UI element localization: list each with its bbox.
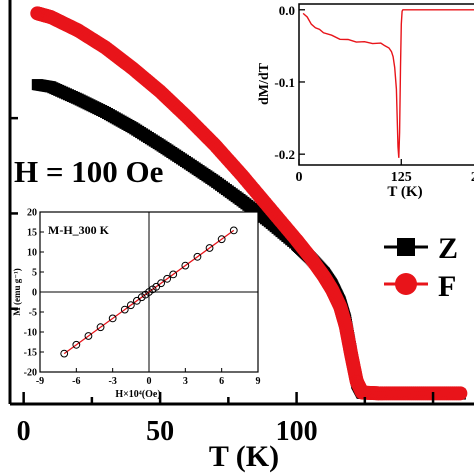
mh-y-tick-label: 0 <box>32 288 37 299</box>
mh-point <box>120 305 129 314</box>
mh-point <box>193 252 202 261</box>
main-x-tick-label: 50 <box>146 416 174 447</box>
mh-y-tick-label: 15 <box>27 228 37 239</box>
mh-x-tick-label: -9 <box>36 376 44 387</box>
mh-y-tick-label: 5 <box>32 268 37 279</box>
mh-point <box>205 244 214 252</box>
mh-point <box>169 270 178 279</box>
mh-point <box>163 274 172 283</box>
legend-f-label: F <box>438 270 456 303</box>
inset-dmdt-y-label: dM/dT <box>257 62 272 105</box>
inset-dmdt-x-label: T (K) <box>387 184 422 200</box>
main-x-tick-label: 100 <box>276 416 318 447</box>
inset-mh-title: M-H_300 K <box>48 223 110 237</box>
mh-x-tick-label: 3 <box>183 376 188 387</box>
mh-point <box>217 235 226 244</box>
main-x-axis-label: T (K) <box>209 440 279 473</box>
field-annotation: H = 100 Oe <box>14 154 163 189</box>
dmdt-x-tick-label: 25 <box>471 170 474 185</box>
mh-x-tick-label: 9 <box>256 376 261 387</box>
dmdt-x-tick-label: 0 <box>296 170 303 185</box>
mh-markers <box>60 226 238 358</box>
mh-point <box>181 261 190 270</box>
inset-dmdt: 0.0 -0.1 -0.20 125 25 dM/dT T (K) <box>257 3 474 200</box>
main-axes <box>8 0 474 406</box>
mh-point <box>60 349 69 358</box>
main-markers <box>30 6 468 401</box>
main-x-tick-label: 0 <box>17 416 31 447</box>
inset-mh-ticks: -9 -6 -3 0 3 6 9 -20 -15 -10 -5 0 5 10 15 20 <box>24 208 261 388</box>
mh-y-tick-label: -20 <box>24 368 37 379</box>
mh-y-tick-label: 20 <box>27 208 37 219</box>
mh-point <box>229 226 238 235</box>
mh-fit-line <box>63 229 235 355</box>
main-plot: 0 50 100 T (K) H = 100 Oe Z F <box>8 0 474 473</box>
dmdt-y-tick-label: 0.0 <box>279 3 295 18</box>
mh-point <box>96 323 105 332</box>
mh-x-tick-label: -6 <box>72 376 80 387</box>
mh-point <box>72 340 81 349</box>
legend: Z F <box>384 232 458 303</box>
mh-y-tick-label: -5 <box>29 308 37 319</box>
mh-y-tick-label: -15 <box>24 348 37 359</box>
mh-x-tick-label: 0 <box>147 376 152 387</box>
inset-dmdt-ticks: 0.0 -0.1 -0.20 125 25 <box>274 3 474 185</box>
mh-y-tick-label: 10 <box>27 248 37 259</box>
dmdt-series-line <box>302 9 474 158</box>
legend-z-label: Z <box>438 232 458 265</box>
legend-f-marker <box>395 273 417 295</box>
inset-mh-y-label: M (emu g⁻¹) <box>12 268 22 315</box>
inset-dmdt-frame <box>298 3 474 166</box>
mh-x-tick-label: 6 <box>219 376 224 387</box>
dmdt-y-tick-label: -0.2 <box>274 147 295 162</box>
mh-point <box>126 301 135 310</box>
mh-point <box>108 314 117 323</box>
mh-x-tick-label: -3 <box>108 376 116 387</box>
dmdt-x-tick-label: 125 <box>391 170 412 185</box>
mh-point <box>84 332 93 340</box>
mh-point <box>157 279 166 288</box>
mh-y-tick-label: -10 <box>24 328 37 339</box>
legend-z-marker <box>397 238 415 256</box>
main-x-ticks: 0 50 100 <box>17 392 435 447</box>
dmdt-y-tick-label: -0.1 <box>274 75 295 90</box>
inset-mh-x-label: H×10⁴(Oe) <box>115 389 160 400</box>
fc-point <box>453 386 468 401</box>
